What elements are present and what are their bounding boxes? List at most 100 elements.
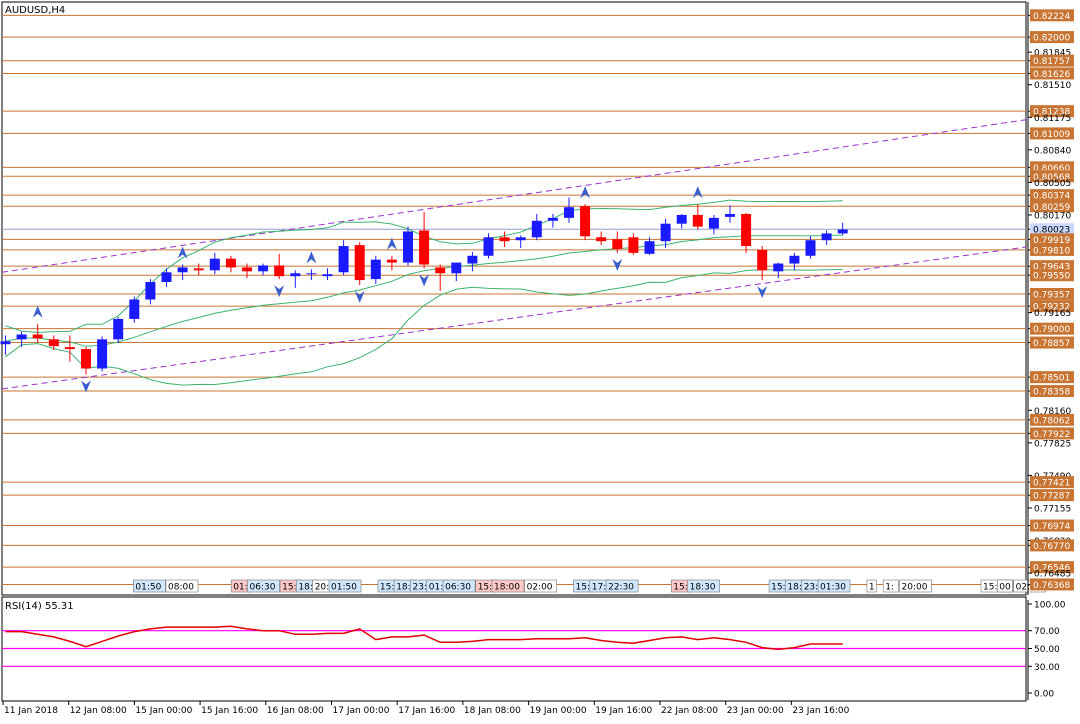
bullish-candle[interactable] bbox=[531, 213, 542, 241]
bullish-candle[interactable] bbox=[547, 213, 558, 228]
price-level-label: 0.79232 bbox=[1033, 303, 1070, 313]
price-level-label: 0.79919 bbox=[1033, 236, 1070, 246]
time-axis-label: 12 Jan 08:00 bbox=[70, 706, 127, 716]
bullish-candle[interactable] bbox=[322, 268, 333, 281]
session-time-label: 22:30 bbox=[608, 583, 634, 593]
session-time-label: 18: bbox=[298, 583, 312, 593]
bearish-candle[interactable] bbox=[499, 231, 510, 248]
session-time-tag[interactable] bbox=[328, 579, 362, 593]
bullish-candle[interactable] bbox=[290, 270, 301, 288]
bullish-candle[interactable] bbox=[258, 263, 269, 276]
candle-body bbox=[596, 237, 607, 242]
session-time-tag[interactable] bbox=[899, 579, 932, 593]
candle-body bbox=[499, 237, 510, 242]
bullish-candle[interactable] bbox=[145, 279, 156, 305]
session-time-tag[interactable] bbox=[882, 579, 899, 593]
bearish-candle[interactable] bbox=[354, 242, 365, 285]
bearish-candle[interactable] bbox=[757, 246, 768, 281]
bearish-candle[interactable] bbox=[32, 323, 43, 343]
bullish-candle[interactable] bbox=[209, 252, 220, 275]
price-axis-label: 0.80505 bbox=[1034, 179, 1071, 189]
rsi-axis-label: 50.00 bbox=[1034, 645, 1060, 655]
bullish-candle[interactable] bbox=[97, 336, 108, 372]
bullish-candle[interactable] bbox=[725, 205, 735, 223]
fractal-up-arrow-icon bbox=[306, 251, 317, 264]
bearish-candle[interactable] bbox=[386, 255, 397, 271]
candle-body bbox=[837, 229, 848, 234]
bullish-candle[interactable] bbox=[789, 252, 800, 271]
bullish-candle[interactable] bbox=[837, 222, 848, 236]
bullish-candle[interactable] bbox=[0, 335, 11, 355]
session-time-tag[interactable] bbox=[605, 579, 639, 593]
bearish-candle[interactable] bbox=[64, 335, 75, 362]
bearish-candle[interactable] bbox=[435, 264, 446, 291]
bearish-candle[interactable] bbox=[628, 233, 639, 255]
bullish-candle[interactable] bbox=[515, 235, 526, 248]
bullish-candle[interactable] bbox=[564, 197, 574, 223]
bullish-candle[interactable] bbox=[306, 269, 317, 281]
bearish-candle[interactable] bbox=[580, 204, 591, 241]
rsi-line[interactable] bbox=[5, 625, 843, 651]
session-time-label: 15:30 bbox=[983, 583, 1009, 593]
trend-channel-line[interactable] bbox=[1, 119, 1027, 273]
bearish-candle[interactable] bbox=[225, 255, 236, 273]
candle-body bbox=[612, 239, 623, 249]
candle-body bbox=[644, 241, 655, 254]
bullish-candle[interactable] bbox=[708, 214, 719, 235]
session-time-label: 01:50 bbox=[331, 583, 357, 593]
bearish-candle[interactable] bbox=[741, 213, 752, 253]
time-axis-label: 23 Jan 00:00 bbox=[727, 706, 784, 716]
bullish-candle[interactable] bbox=[16, 331, 27, 348]
trend-channel-line[interactable] bbox=[1, 246, 1027, 390]
bullish-candle[interactable] bbox=[338, 240, 349, 276]
bearish-candle[interactable] bbox=[242, 263, 252, 279]
bullish-candle[interactable] bbox=[177, 264, 188, 281]
bearish-candle[interactable] bbox=[419, 212, 430, 269]
bullish-candle[interactable] bbox=[451, 262, 462, 282]
price-level-tag bbox=[1030, 170, 1074, 183]
candle-body bbox=[145, 282, 156, 300]
session-time-tag[interactable] bbox=[817, 579, 851, 593]
bearish-candle[interactable] bbox=[274, 253, 285, 280]
session-time-tag[interactable] bbox=[524, 579, 557, 593]
bullish-candle[interactable] bbox=[660, 218, 671, 248]
bullish-candle[interactable] bbox=[676, 213, 687, 229]
session-time-tag[interactable] bbox=[133, 579, 166, 593]
bullish-candle[interactable] bbox=[644, 237, 655, 255]
session-time-tag[interactable] bbox=[866, 579, 877, 593]
bullish-candle[interactable] bbox=[129, 296, 140, 323]
price-level-label: 0.79643 bbox=[1033, 263, 1070, 273]
bullish-candle[interactable] bbox=[773, 262, 784, 279]
candle-body bbox=[129, 299, 140, 319]
candle-body bbox=[580, 206, 591, 237]
bearish-candle[interactable] bbox=[692, 204, 703, 230]
bullish-candle[interactable] bbox=[113, 316, 124, 344]
bearish-candle[interactable] bbox=[596, 231, 607, 246]
bullish-candle[interactable] bbox=[370, 255, 381, 284]
session-time-tag[interactable] bbox=[165, 579, 199, 593]
bullish-candle[interactable] bbox=[821, 230, 832, 246]
bearish-candle[interactable] bbox=[612, 231, 623, 253]
candle-body bbox=[467, 255, 478, 264]
session-time-tag[interactable] bbox=[442, 579, 476, 593]
bullish-candle[interactable] bbox=[805, 236, 816, 259]
bearish-candle[interactable] bbox=[48, 335, 59, 351]
bullish-candle[interactable] bbox=[467, 251, 478, 272]
bullish-candle[interactable] bbox=[161, 268, 172, 287]
session-time-tag[interactable] bbox=[996, 579, 1013, 593]
fractal-down-arrow-icon bbox=[354, 290, 365, 303]
bullish-candle[interactable] bbox=[483, 233, 494, 259]
session-time-tag[interactable] bbox=[687, 579, 720, 593]
session-time-tag[interactable] bbox=[491, 579, 525, 593]
bullish-candle[interactable] bbox=[403, 226, 413, 266]
candle-body bbox=[161, 272, 172, 283]
bearish-candle[interactable] bbox=[193, 263, 204, 276]
price-level-tag bbox=[1030, 9, 1074, 22]
session-time-tag[interactable] bbox=[247, 579, 280, 593]
price-axis-label: 0.81510 bbox=[1034, 81, 1071, 91]
candle-body bbox=[725, 213, 735, 217]
bearish-candle[interactable] bbox=[81, 347, 91, 375]
fractal-down-arrow-icon bbox=[612, 258, 623, 271]
